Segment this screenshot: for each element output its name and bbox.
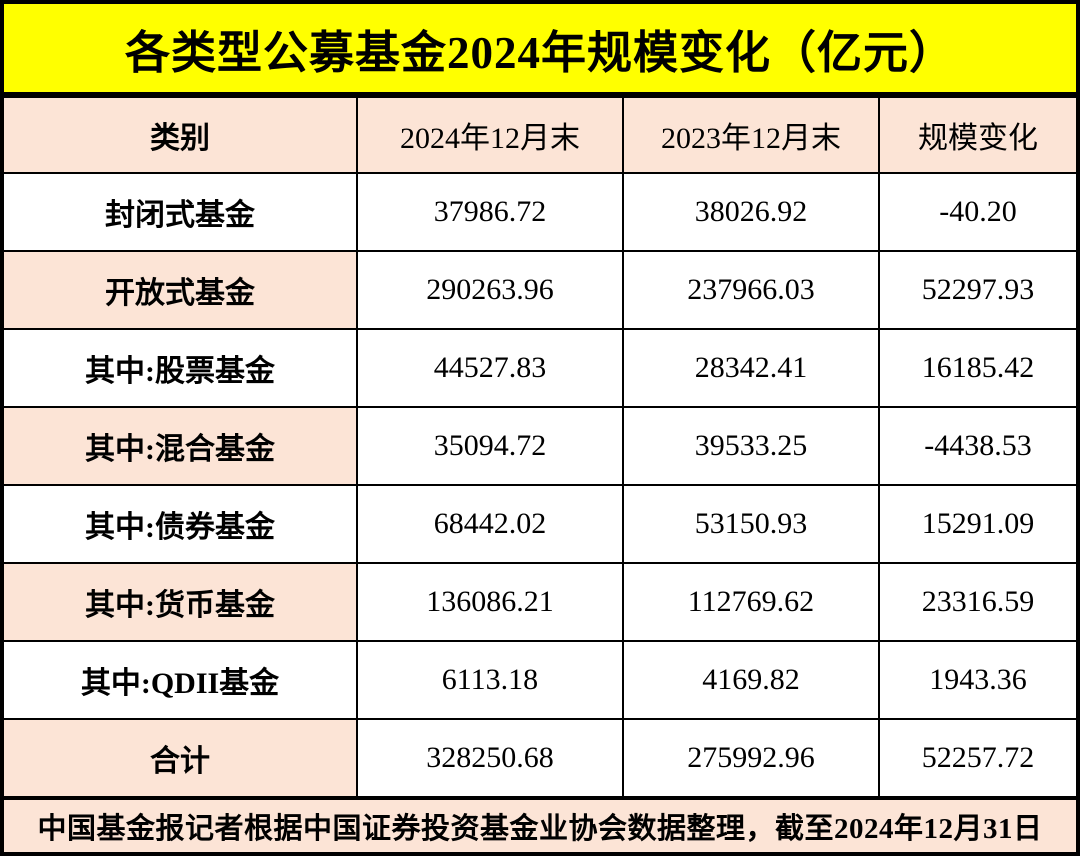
category-cell: 其中:QDII基金 (4, 642, 356, 718)
value-2024-cell: 328250.68 (358, 720, 622, 796)
col-header-change: 规模变化 (880, 98, 1076, 172)
value-2024-cell: 136086.21 (358, 564, 622, 640)
value-2023-cell: 4169.82 (624, 642, 878, 718)
value-2024-cell: 37986.72 (358, 174, 622, 250)
col-header-2024: 2024年12月末 (358, 98, 622, 172)
change-cell: 16185.42 (880, 330, 1076, 406)
change-cell: 23316.59 (880, 564, 1076, 640)
value-2024-cell: 35094.72 (358, 408, 622, 484)
change-cell: 52257.72 (880, 720, 1076, 796)
value-2023-cell: 39533.25 (624, 408, 878, 484)
value-2024-cell: 68442.02 (358, 486, 622, 562)
category-cell: 其中:股票基金 (4, 330, 356, 406)
value-2023-cell: 53150.93 (624, 486, 878, 562)
category-cell: 开放式基金 (4, 252, 356, 328)
category-cell: 封闭式基金 (4, 174, 356, 250)
source-note: 中国基金报记者根据中国证券投资基金业协会数据整理，截至2024年12月31日 (4, 796, 1076, 852)
category-cell: 其中:货币基金 (4, 564, 356, 640)
change-cell: -4438.53 (880, 408, 1076, 484)
value-2023-cell: 112769.62 (624, 564, 878, 640)
value-2023-cell: 28342.41 (624, 330, 878, 406)
value-2024-cell: 6113.18 (358, 642, 622, 718)
change-cell: 1943.36 (880, 642, 1076, 718)
change-cell: 52297.93 (880, 252, 1076, 328)
value-2023-cell: 237966.03 (624, 252, 878, 328)
category-cell: 其中:债券基金 (4, 486, 356, 562)
category-cell: 合计 (4, 720, 356, 796)
change-cell: -40.20 (880, 174, 1076, 250)
col-header-category: 类别 (4, 98, 356, 172)
category-cell: 其中:混合基金 (4, 408, 356, 484)
page-title: 各类型公募基金2024年规模变化（亿元） (4, 4, 1076, 98)
value-2023-cell: 38026.92 (624, 174, 878, 250)
change-cell: 15291.09 (880, 486, 1076, 562)
value-2024-cell: 44527.83 (358, 330, 622, 406)
fund-size-table: 类别 2024年12月末 2023年12月末 规模变化 封闭式基金 37986.… (4, 98, 1076, 796)
value-2024-cell: 290263.96 (358, 252, 622, 328)
value-2023-cell: 275992.96 (624, 720, 878, 796)
col-header-2023: 2023年12月末 (624, 98, 878, 172)
